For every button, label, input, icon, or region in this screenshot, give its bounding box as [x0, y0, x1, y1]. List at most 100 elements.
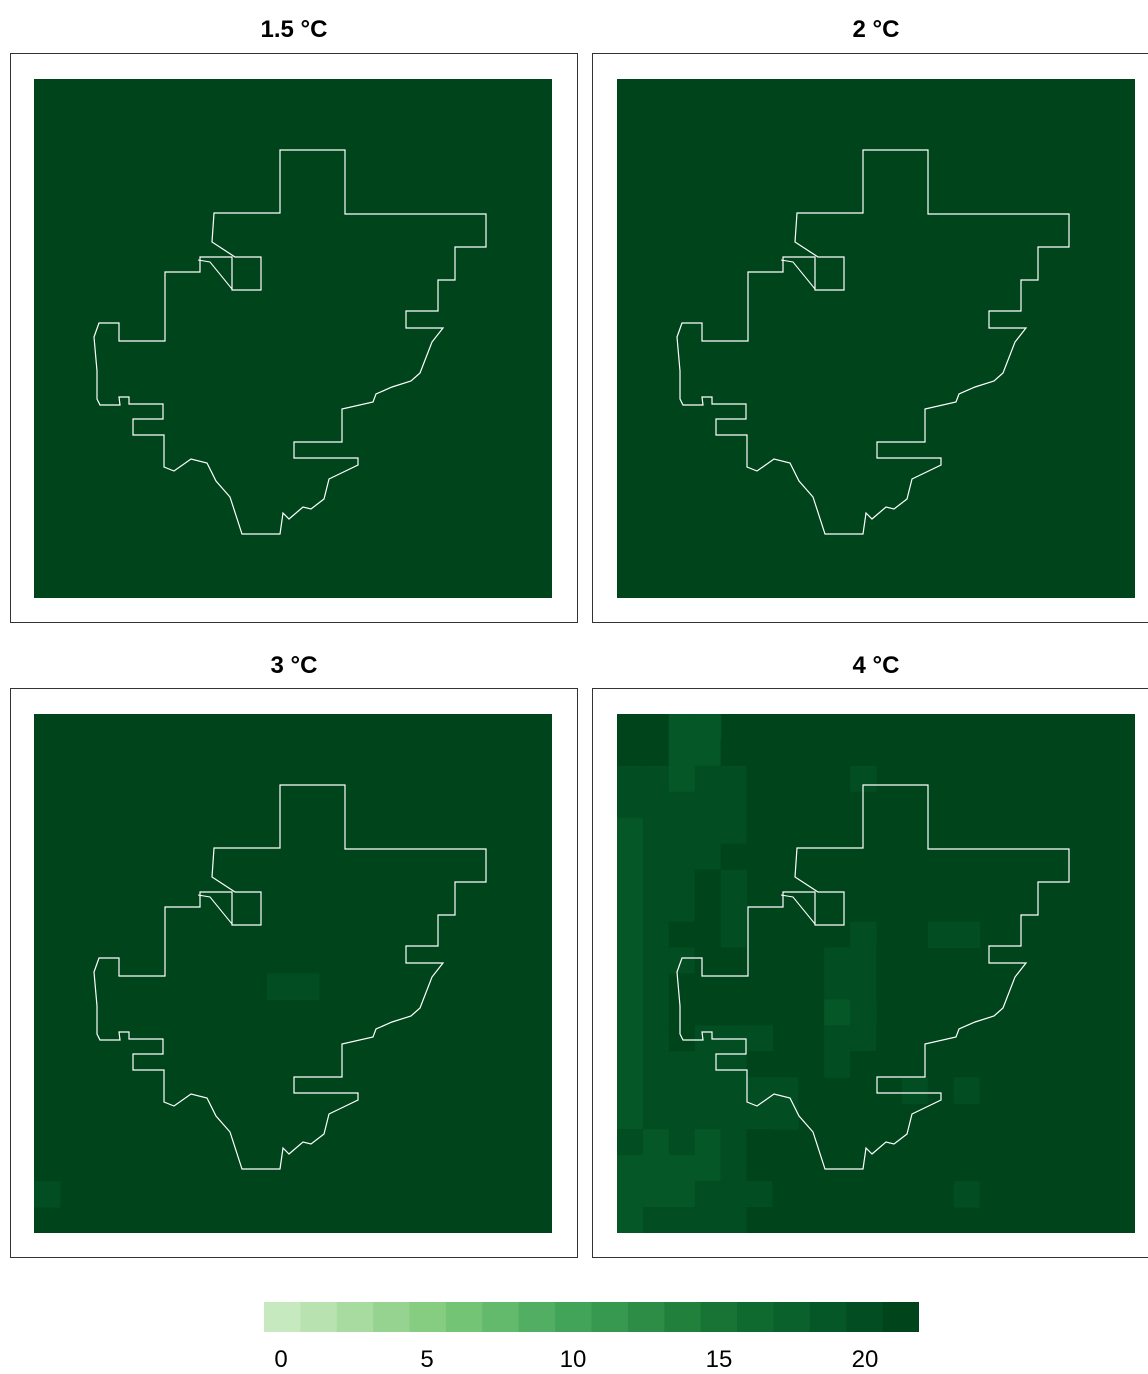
grid-cell: [850, 921, 877, 949]
grid-cell: [642, 1207, 670, 1233]
grid-cell: [617, 1103, 644, 1130]
grid-cell: [746, 1155, 773, 1182]
grid-cell: [617, 1129, 644, 1156]
grid-cell: [642, 973, 670, 1001]
grid-cell: [901, 1181, 929, 1208]
grid-cell: [746, 791, 773, 819]
grid-cell: [617, 1025, 644, 1052]
grid-cell: [772, 1181, 799, 1208]
map-background: [617, 79, 1135, 598]
grid-cell: [668, 1181, 696, 1208]
grid-cell: [617, 791, 644, 819]
grid-cell: [720, 1051, 748, 1078]
colorbar-swatch: [373, 1302, 411, 1332]
grid-cell: [694, 1077, 722, 1104]
grid-cell: [720, 921, 748, 949]
grid-cell: [668, 947, 696, 975]
grid-cell: [668, 739, 696, 767]
grid-cell: [824, 1051, 851, 1078]
grid-cell: [746, 1051, 773, 1078]
colorbar-swatch: [809, 1302, 847, 1332]
grid-cell: [876, 947, 903, 975]
colorbar-swatch: [264, 1302, 301, 1332]
colorbar-swatch: [482, 1302, 520, 1332]
grid-cell: [720, 1077, 748, 1104]
grid-cell: [746, 765, 773, 793]
grid-cell: [617, 1181, 644, 1208]
grid-cell: [694, 973, 722, 1001]
grid-cell: [746, 1129, 773, 1156]
grid-cell: [746, 921, 773, 949]
grid-cell: [293, 973, 320, 1001]
grid-cell: [824, 947, 851, 975]
grid-cell: [720, 1103, 748, 1130]
grid-cell: [720, 1181, 748, 1208]
colorbar-swatch: [518, 1302, 556, 1332]
grid-cell: [617, 739, 644, 767]
grid-cell: [694, 1155, 722, 1182]
grid-cell: [694, 921, 722, 949]
grid-cell: [617, 1051, 644, 1078]
grid-cell: [850, 1025, 877, 1052]
grid-cell: [850, 999, 877, 1026]
grid-cell: [668, 765, 696, 793]
grid-cell: [927, 921, 955, 949]
colorbar-tick-20: 20: [851, 1346, 879, 1373]
grid-cell: [720, 791, 748, 819]
grid-cell: [772, 1207, 799, 1233]
grid-cell: [694, 869, 722, 897]
grid-cell: [642, 947, 670, 975]
grid-cell: [642, 817, 670, 845]
grid-cell: [642, 869, 670, 897]
grid-cell: [694, 1129, 722, 1156]
grid-cell: [772, 921, 799, 949]
boundary-inner-line: [197, 259, 233, 290]
grid-cell: [694, 739, 722, 767]
grid-cell: [642, 739, 670, 767]
grid-cell: [720, 999, 748, 1026]
grid-cell: [694, 999, 722, 1026]
grid-cell: [927, 1181, 955, 1208]
grid-cell: [850, 739, 877, 767]
grid-cell: [642, 1025, 670, 1052]
grid-cell: [720, 973, 748, 1001]
grid-cell: [668, 1103, 696, 1130]
grid-cell: [746, 947, 773, 975]
grid-cell: [720, 1207, 748, 1233]
grid-cell: [720, 817, 748, 845]
colorbar-tick-10: 10: [559, 1346, 587, 1373]
grid-cell: [772, 1077, 799, 1104]
grid-cell: [694, 1103, 722, 1130]
grid-cell: [642, 1077, 670, 1104]
grid-cell: [137, 1103, 165, 1130]
grid-cell: [617, 1155, 644, 1182]
grid-cell: [642, 921, 670, 949]
grid-cell: [720, 1129, 748, 1156]
grid-cell: [876, 921, 903, 949]
grid-cell: [720, 843, 748, 871]
colorbar: [264, 1302, 919, 1332]
grid-cell: [746, 843, 773, 871]
grid-cell: [850, 947, 877, 975]
map-2: [617, 79, 1135, 598]
panel-title-4: 4 °C: [852, 652, 900, 679]
colorbar-swatch: [737, 1302, 774, 1332]
city-boundary-outline: [676, 149, 1070, 535]
grid-cell: [694, 1051, 722, 1078]
grid-cell: [668, 1155, 696, 1182]
colorbar-swatch: [336, 1302, 374, 1332]
grid-cell: [668, 869, 696, 897]
grid-cell: [979, 1181, 1007, 1208]
grid-cell: [953, 1181, 981, 1208]
grid-cell: [642, 1129, 670, 1156]
grid-cell: [668, 1207, 696, 1233]
boundary-inner-line: [780, 259, 816, 290]
grid-cell: [85, 1181, 113, 1208]
grid-cell: [668, 1077, 696, 1104]
grid-cell: [617, 973, 644, 1001]
grid-cell: [694, 947, 722, 975]
grid-cell: [953, 921, 981, 949]
grid-cell: [694, 817, 722, 845]
grid-cell: [668, 791, 696, 819]
colorbar-swatch: [664, 1302, 702, 1332]
